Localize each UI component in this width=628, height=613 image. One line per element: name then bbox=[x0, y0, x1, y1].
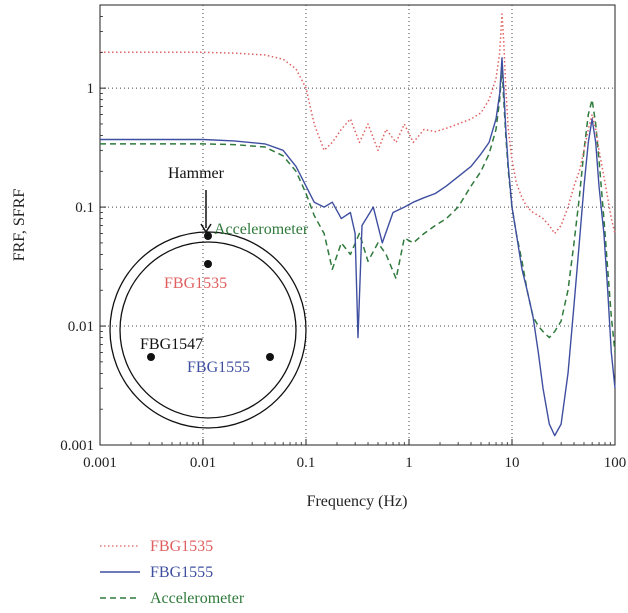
hammer-label: Hammer bbox=[168, 165, 225, 182]
series-layer bbox=[100, 13, 616, 437]
plot-area bbox=[99, 4, 616, 446]
y-tick-label: 0.01 bbox=[68, 319, 94, 335]
series-line-fbg1555 bbox=[100, 57, 616, 437]
fbg1555-label: FBG1555 bbox=[187, 359, 250, 376]
y-tick-label: 1 bbox=[87, 81, 95, 97]
y-tick-label: 0.1 bbox=[75, 200, 94, 216]
x-axis-title: Frequency (Hz) bbox=[307, 493, 408, 510]
fbg1547-dot bbox=[147, 353, 155, 361]
fbg1555-dot bbox=[266, 353, 274, 361]
sensor-layout-diagram: Hammer Accelerometer FBG1535 FBG1547 FBG… bbox=[109, 165, 309, 429]
hammer-arrow-head bbox=[200, 223, 212, 234]
x-tick-label: 10 bbox=[505, 455, 520, 471]
x-tick-label: 0.001 bbox=[83, 455, 117, 471]
fbg1535-dot bbox=[204, 260, 212, 268]
y-tick-label: 0.001 bbox=[60, 438, 94, 454]
inner-ring bbox=[119, 241, 297, 419]
x-tick-label: 0.01 bbox=[190, 455, 216, 471]
grid bbox=[100, 5, 615, 445]
legend-label-fbg1535: FBG1535 bbox=[150, 538, 213, 555]
accelerometer-dot bbox=[204, 232, 212, 240]
y-axis-title: FRF, SFRF bbox=[11, 189, 28, 262]
legend-label-accelerometer: Accelerometer bbox=[150, 590, 245, 607]
fbg1547-label: FBG1547 bbox=[140, 336, 203, 353]
x-tick-label: 0.1 bbox=[297, 455, 316, 471]
tick-layer: 0.001 0.01 0.1 1 10 100 0.001 0.01 0.1 1 bbox=[60, 16, 627, 471]
series-line-accelerometer bbox=[100, 66, 616, 353]
x-tick-label: 100 bbox=[604, 455, 627, 471]
fbg1535-label: FBG1535 bbox=[164, 275, 227, 292]
legend: FBG1535 FBG1555 Accelerometer bbox=[100, 538, 245, 607]
legend-label-fbg1555: FBG1555 bbox=[150, 564, 213, 581]
x-tick-label: 1 bbox=[405, 455, 413, 471]
accelerometer-label: Accelerometer bbox=[214, 221, 309, 238]
